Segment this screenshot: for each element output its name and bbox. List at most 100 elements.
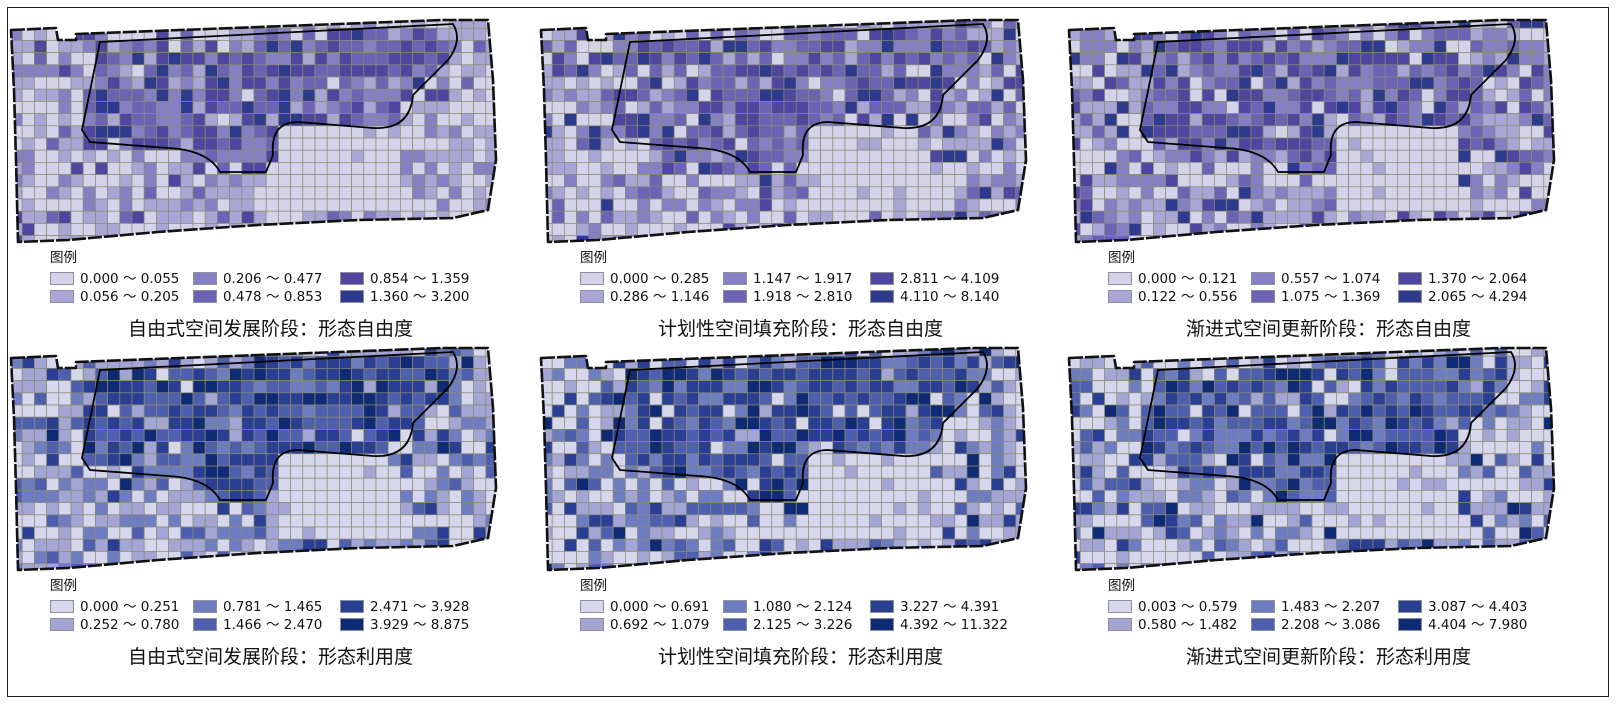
- grid-cell: [1177, 113, 1191, 127]
- legend-label: 0.854 ～ 1.359: [370, 271, 470, 287]
- grid-cell: [265, 235, 279, 242]
- grid-cell: [278, 64, 291, 78]
- grid-cell: [1262, 162, 1276, 175]
- grid-cell: [192, 76, 206, 90]
- grid-cell: [424, 113, 438, 127]
- grid-cell: [363, 465, 377, 479]
- grid-cell: [832, 40, 846, 53]
- grid-cell: [1311, 441, 1325, 455]
- grid-cell: [1348, 162, 1362, 175]
- grid-cell: [1015, 429, 1026, 442]
- grid-cell: [881, 149, 895, 163]
- grid-cell: [978, 526, 992, 540]
- grid-cell: [747, 20, 760, 29]
- grid-cell: [1311, 113, 1325, 127]
- grid-cell: [783, 64, 797, 78]
- grid-cell: [241, 514, 255, 528]
- grid-cell: [1028, 478, 1040, 490]
- grid-cell: [869, 223, 882, 236]
- grid-cell: [1433, 416, 1447, 430]
- grid-cell: [734, 348, 748, 357]
- grid-cell: [1003, 113, 1017, 127]
- grid-cell: [1543, 538, 1554, 552]
- grid-cell: [1458, 538, 1471, 552]
- grid-cell: [1116, 101, 1130, 114]
- grid-cell: [978, 198, 992, 212]
- grid-cell: [375, 88, 389, 102]
- grid-cell: [1323, 198, 1337, 212]
- grid-cell: [1323, 514, 1337, 528]
- legend-item: 1.466 ～ 2.470: [193, 617, 322, 633]
- grid-cell: [265, 88, 279, 102]
- grid-cell: [143, 174, 157, 188]
- grid-cell: [771, 538, 785, 552]
- grid-cell: [808, 392, 821, 406]
- grid-cell: [710, 514, 724, 528]
- grid-cell: [1287, 52, 1301, 66]
- grid-cell: [1470, 465, 1484, 479]
- panel-title: 自由式空间发展阶段：形态自由度: [127, 318, 413, 340]
- grid-cell: [217, 502, 230, 516]
- grid-cell: [1287, 502, 1301, 516]
- grid-cell: [58, 429, 72, 442]
- grid-cell: [339, 502, 352, 516]
- grid-cell: [180, 113, 194, 127]
- grid-cell: [1421, 514, 1435, 528]
- grid-cell: [576, 174, 590, 188]
- grid-cell: [1360, 380, 1374, 394]
- grid-cell: [95, 20, 108, 29]
- grid-cell: [771, 453, 785, 467]
- grid-cell: [375, 235, 389, 242]
- grid-cell: [1153, 477, 1166, 491]
- grid-cell: [143, 40, 157, 53]
- grid-cell: [485, 235, 496, 242]
- grid-cell: [600, 416, 614, 430]
- grid-cell: [1238, 348, 1252, 357]
- grid-cell: [351, 235, 365, 242]
- grid-cell: [82, 514, 96, 528]
- grid-cell: [1421, 76, 1435, 90]
- legend-title: 图例: [1108, 250, 1135, 266]
- grid-cell: [1079, 76, 1093, 90]
- grid-cell: [722, 368, 736, 381]
- grid-cell: [95, 551, 108, 564]
- legend-swatch: [870, 289, 894, 303]
- grid-cell: [192, 52, 206, 66]
- grid-cell: [204, 453, 218, 467]
- grid-cell: [204, 198, 218, 212]
- grid-cell: [302, 52, 316, 66]
- grid-cell: [576, 502, 590, 516]
- grid-cell: [1445, 52, 1459, 66]
- grid-cell: [893, 563, 907, 570]
- grid-cell: [1069, 404, 1081, 418]
- grid-cell: [1397, 20, 1410, 29]
- grid-cell: [966, 348, 980, 357]
- grid-cell: [11, 20, 23, 29]
- grid-cell: [1226, 490, 1240, 503]
- grid-cell: [734, 392, 748, 406]
- grid-cell: [387, 453, 401, 467]
- grid-cell: [710, 113, 724, 127]
- grid-cell: [34, 429, 47, 442]
- grid-cell: [70, 88, 84, 102]
- grid-cell: [485, 563, 496, 570]
- grid-cell: [46, 64, 60, 78]
- grid-cell: [461, 490, 474, 503]
- grid-cell: [1336, 40, 1349, 53]
- legend-item: 1.360 ～ 3.200: [340, 289, 469, 305]
- grid-cell: [58, 76, 72, 90]
- grid-cell: [1069, 416, 1081, 430]
- grid-cell: [747, 88, 760, 102]
- grid-cell: [1531, 453, 1545, 467]
- grid-cell: [131, 429, 145, 442]
- grid-cell: [375, 27, 389, 41]
- grid-cell: [192, 453, 206, 467]
- grid-cell: [1360, 551, 1374, 564]
- grid-cell: [436, 368, 450, 381]
- grid-cell: [917, 101, 931, 114]
- grid-cell: [326, 551, 340, 564]
- grid-cell: [1128, 538, 1142, 552]
- grid-cell: [95, 125, 108, 139]
- grid-cell: [253, 538, 267, 552]
- grid-cell: [1458, 465, 1471, 479]
